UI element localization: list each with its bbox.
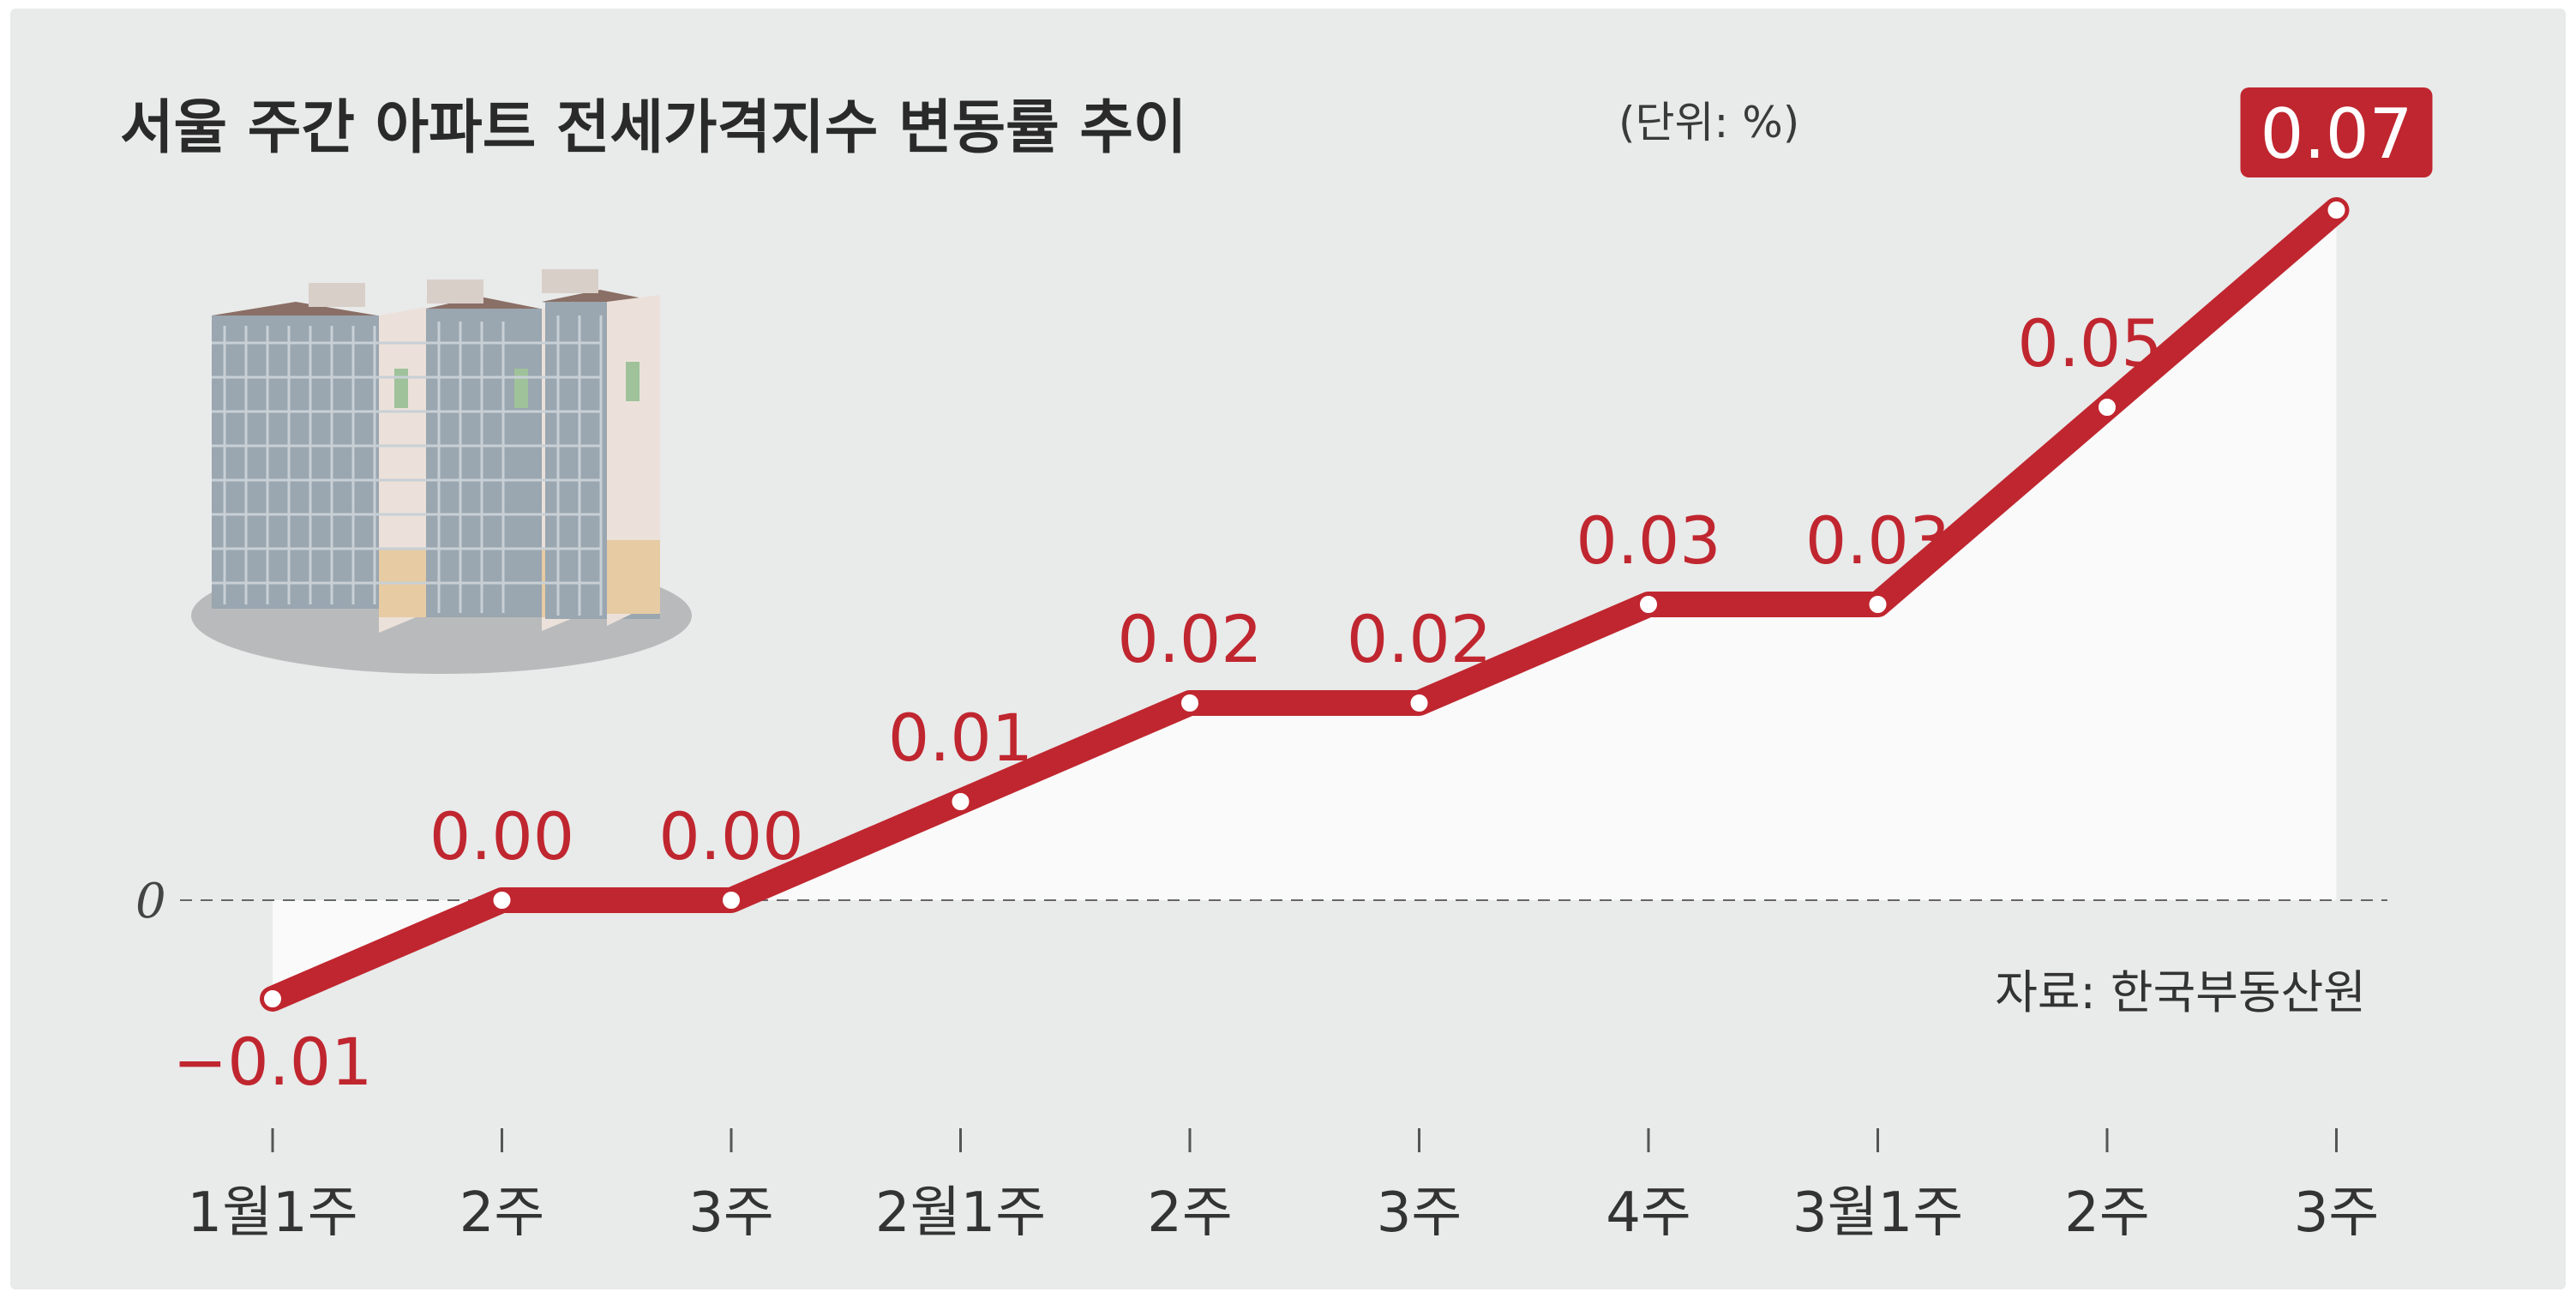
chart-title: 서울 주간 아파트 전세가격지수 변동률 추이 [120, 94, 1186, 162]
data-point [1865, 592, 1890, 616]
x-tick-label: 2주 [459, 1181, 545, 1245]
data-point [719, 888, 743, 912]
apartment-building-illustration [191, 269, 692, 674]
data-point [489, 888, 514, 912]
data-point [2324, 198, 2349, 222]
area-fill [273, 210, 2337, 900]
building-block-2-front [426, 309, 542, 617]
data-label: 0.07 [2260, 94, 2412, 174]
data-label: 0.02 [1347, 601, 1492, 677]
data-point [1636, 592, 1660, 616]
data-point [1407, 691, 1432, 715]
x-tick-label: 3주 [2294, 1181, 2380, 1245]
series-line [260, 197, 2350, 1012]
x-tick-label: 2주 [2064, 1181, 2150, 1245]
building-block-1-front [212, 315, 379, 609]
data-label: 0.00 [429, 798, 574, 874]
building-block-3-window [626, 362, 639, 401]
x-tick-label: 2주 [1147, 1181, 1233, 1245]
x-tick-label: 4주 [1606, 1181, 1691, 1245]
building-block-2-window [514, 369, 528, 408]
x-tick-label: 2월1주 [875, 1181, 1046, 1245]
x-tick-label: 3주 [1377, 1181, 1462, 1245]
data-point [1178, 691, 1202, 715]
data-label: 0.00 [658, 798, 803, 874]
data-label: 0.05 [2017, 305, 2162, 382]
data-point [2095, 395, 2119, 419]
source-note: 자료: 한국부동산원 [1995, 965, 2366, 1019]
data-label: −0.01 [173, 1024, 373, 1100]
data-point [261, 987, 285, 1011]
data-point [948, 790, 973, 814]
x-tick-label: 1월1주 [187, 1181, 357, 1245]
data-label: 0.02 [1117, 601, 1262, 677]
building-block-3-base [607, 540, 660, 614]
highlight-label-box [2240, 87, 2433, 177]
data-label: 0.01 [888, 700, 1033, 776]
chart-unit: (단위: %) [1618, 98, 1799, 147]
data-label: 0.03 [1805, 502, 1950, 579]
zero-axis-label: 0 [135, 874, 166, 929]
building-block-1-window [394, 369, 408, 408]
rooftop-unit-3 [542, 269, 598, 293]
x-tick-label: 3주 [688, 1181, 774, 1245]
building-window-grid [212, 315, 603, 616]
rooftop-unit-2 [427, 279, 483, 303]
rooftop-unit-1 [309, 283, 365, 307]
data-label: 0.03 [1576, 502, 1720, 579]
x-tick-label: 3월1주 [1792, 1181, 1963, 1245]
